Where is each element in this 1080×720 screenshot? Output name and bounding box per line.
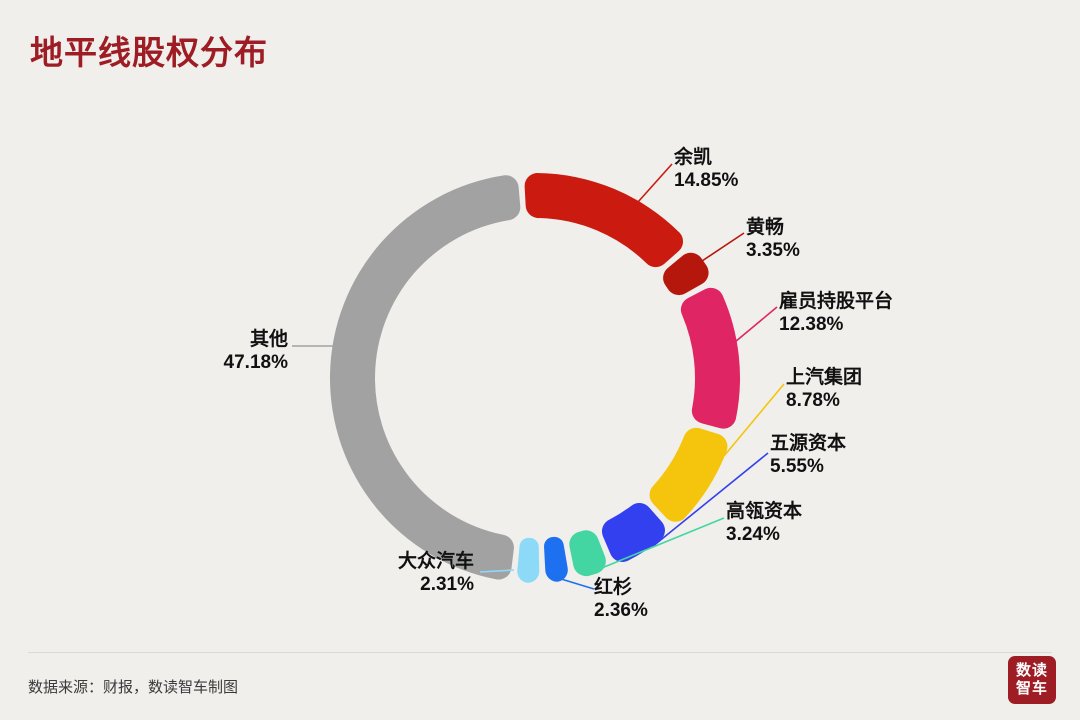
page-title: 地平线股权分布 xyxy=(30,34,268,71)
donut-segment-6 xyxy=(544,536,568,582)
slice-percent: 47.18% xyxy=(223,352,288,373)
slice-percent: 5.55% xyxy=(770,456,824,477)
donut-segment-4 xyxy=(601,502,665,562)
donut-segment-0 xyxy=(524,173,684,268)
slice-percent: 12.38% xyxy=(779,314,844,335)
slice-percent: 8.78% xyxy=(786,390,840,411)
slice-label-volkswagen: 大众汽车 2.31% xyxy=(398,550,474,596)
slice-percent: 2.36% xyxy=(594,600,648,621)
leader-line-3 xyxy=(723,383,785,457)
data-source-note: 数据来源：财报，数读智车制图 xyxy=(28,679,239,696)
slice-percent: 3.24% xyxy=(726,524,780,545)
leader-line-7 xyxy=(479,569,515,573)
slice-label-esop: 雇员持股平台 12.38% xyxy=(779,290,893,336)
logo-line1: 数读 xyxy=(1015,662,1048,679)
slice-name: 上汽集团 xyxy=(786,367,863,388)
slice-label-huangchang: 黄畅 3.35% xyxy=(746,216,800,262)
slice-name: 余凯 xyxy=(674,147,713,168)
slice-name: 红杉 xyxy=(594,577,633,598)
donut-segment-1 xyxy=(663,252,709,296)
donut-segment-8 xyxy=(329,175,521,580)
slice-label-hillhouse: 高瓴资本 3.24% xyxy=(726,500,802,546)
slice-name: 雇员持股平台 xyxy=(779,291,894,312)
slice-name: 五源资本 xyxy=(770,433,847,454)
leader-line-6 xyxy=(547,574,595,590)
slice-label-sequoia: 红杉 2.36% xyxy=(594,576,648,622)
leader-line-2 xyxy=(734,306,778,343)
slice-percent: 3.35% xyxy=(746,240,800,261)
slice-name: 高瓴资本 xyxy=(726,501,803,522)
donut-segment-2 xyxy=(680,287,741,429)
leader-line-1 xyxy=(698,232,745,264)
slice-label-others: 其他 47.18% xyxy=(224,328,288,374)
logo-line2: 智车 xyxy=(1015,680,1048,697)
slice-percent: 2.31% xyxy=(420,574,474,595)
slice-percent: 14.85% xyxy=(674,170,739,191)
shuducar-logo: 数读 智车 xyxy=(1008,656,1056,704)
slice-name: 黄畅 xyxy=(746,217,785,238)
slice-name: 大众汽车 xyxy=(397,551,474,572)
donut-segment-5 xyxy=(569,530,606,577)
leader-line-0 xyxy=(637,163,673,203)
leader-line-4 xyxy=(651,452,769,548)
donut-segment-7 xyxy=(517,537,540,583)
slice-name: 其他 xyxy=(249,329,288,350)
slice-label-saic: 上汽集团 8.78% xyxy=(786,366,862,412)
footer-divider xyxy=(28,652,1052,653)
leader-line-5 xyxy=(591,517,725,573)
slice-label-yukai: 余凯 14.85% xyxy=(674,146,738,192)
donut-segment-3 xyxy=(649,427,728,522)
slice-label-wuyuan: 五源资本 5.55% xyxy=(770,432,846,478)
